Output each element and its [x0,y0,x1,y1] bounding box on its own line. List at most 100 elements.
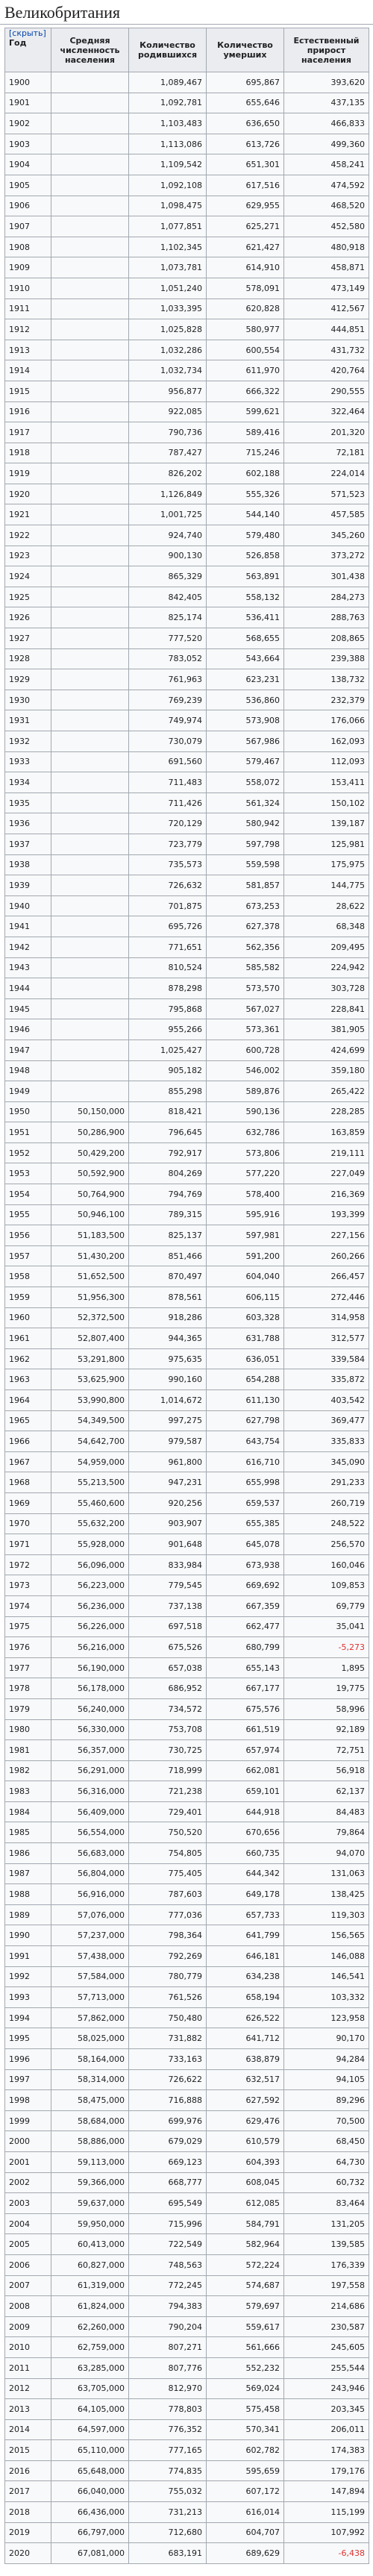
value-cell: 369,477 [283,1410,369,1432]
value-cell: 50,592,900 [51,1163,129,1185]
value-cell: 63,705,000 [51,2378,129,2400]
value-cell: 339,584 [283,1348,369,1370]
value-cell: 625,271 [206,216,284,237]
value-cell: 670,656 [206,1822,284,1844]
year-cell: 1904 [4,154,51,175]
value-cell: 393,620 [283,72,369,93]
value-cell: 345,090 [283,1451,369,1473]
value-cell: 112,093 [283,751,369,773]
value-cell: 58,025,000 [51,2028,129,2049]
year-cell: 1910 [4,277,51,299]
table-row: 1963 53,625,900 990,160 654,288 335,872 [4,1369,369,1390]
value-cell: 675,526 [128,1636,207,1658]
value-cell: 138,425 [283,1883,369,1905]
value-cell: 50,286,900 [51,1122,129,1143]
table-row: 1991 57,438,000 792,269 646,181 146,088 [4,1945,369,1967]
value-cell: 219,111 [283,1142,369,1164]
header-text: Год [9,38,27,48]
value-cell: 573,806 [206,1142,284,1164]
year-cell: 1967 [4,1451,51,1473]
value-cell: 474,592 [283,174,369,196]
value-cell: 695,549 [128,2192,207,2214]
value-cell: 683,191 [128,2542,207,2564]
table-row: 1915 956,877 666,322 290,555 [4,380,369,402]
value-cell: 612,085 [206,2192,284,2214]
value-cell: 457,585 [283,504,369,526]
table-row: 1907 1,077,851 625,271 452,580 [4,216,369,237]
value-cell: 52,807,400 [51,1328,129,1349]
value-cell: 558,072 [206,772,284,793]
hide-link[interactable]: [скрыть] [9,28,46,38]
value-cell: 60,827,000 [51,2254,129,2276]
value-cell [51,875,129,896]
value-cell [51,545,129,567]
value-cell: 636,051 [206,1348,284,1370]
value-cell: 661,519 [206,1719,284,1741]
table-row: 1951 50,286,900 796,645 632,786 163,859 [4,1122,369,1143]
value-cell: 979,587 [128,1431,207,1452]
table-row: 2002 59,366,000 668,777 608,045 60,732 [4,2172,369,2194]
value-cell: 865,329 [128,566,207,587]
value-cell: 61,319,000 [51,2275,129,2297]
value-cell: 59,366,000 [51,2172,129,2194]
table-row: 2003 59,637,000 695,549 612,085 83,464 [4,2192,369,2214]
value-cell: 58,475,000 [51,2089,129,2111]
value-cell: 227,156 [283,1225,369,1246]
year-cell: 1955 [4,1204,51,1226]
value-cell: 56,316,000 [51,1781,129,1802]
header-cell: Естественный прирост населения [283,28,369,72]
value-cell: 689,629 [206,2542,284,2564]
value-cell [51,401,129,423]
table-row: 2018 66,436,000 731,213 616,014 115,199 [4,2501,369,2523]
value-cell: 290,555 [283,380,369,402]
table-row: 2009 62,260,000 790,204 559,617 230,587 [4,2316,369,2338]
value-cell: 150,102 [283,792,369,814]
value-cell: 613,726 [206,133,284,155]
value-cell: 646,181 [206,1945,284,1967]
year-cell: 1957 [4,1245,51,1267]
value-cell: 201,320 [283,422,369,443]
value-cell: 65,648,000 [51,2460,129,2482]
value-cell: 1,092,108 [128,174,207,196]
value-cell: 825,137 [128,1225,207,1246]
value-cell: 115,199 [283,2501,369,2523]
value-cell: 607,172 [206,2480,284,2503]
value-cell: 686,952 [128,1678,207,1699]
value-cell: 206,011 [283,2419,369,2441]
value-cell [51,216,129,237]
table-row: 1981 56,357,000 730,725 657,974 72,751 [4,1739,369,1761]
value-cell: 715,246 [206,442,284,464]
year-cell: 1942 [4,936,51,958]
value-cell: 322,464 [283,401,369,423]
value-cell: 197,558 [283,2275,369,2297]
value-cell: 810,524 [128,957,207,979]
value-cell: 712,680 [128,2522,207,2544]
value-cell: 57,237,000 [51,1925,129,1947]
year-cell: 1996 [4,2048,51,2070]
value-cell: 679,029 [128,2130,207,2152]
value-cell: 792,917 [128,1142,207,1164]
year-cell: 1907 [4,216,51,237]
value-cell: 243,946 [283,2378,369,2400]
value-cell: 608,045 [206,2172,284,2194]
value-cell [51,236,129,258]
value-cell: 1,102,345 [128,236,207,258]
value-cell: 420,764 [283,360,369,381]
table-row: 1906 1,098,475 629,955 468,520 [4,195,369,217]
value-cell: 256,570 [283,1534,369,1555]
year-cell: 1926 [4,607,51,629]
value-cell: 716,888 [128,2089,207,2111]
value-cell: 673,938 [206,1554,284,1576]
table-row: 1919 826,202 602,188 224,014 [4,463,369,484]
value-cell: 60,413,000 [51,2233,129,2255]
table-row: 1950 50,150,000 818,421 590,136 228,285 [4,1101,369,1123]
value-cell: 975,635 [128,1348,207,1370]
value-cell: 787,427 [128,442,207,464]
value-cell: 603,328 [206,1307,284,1329]
value-cell: 610,579 [206,2130,284,2152]
value-cell: 667,359 [206,1595,284,1617]
value-cell: 79,864 [283,1822,369,1844]
year-cell: 1936 [4,813,51,834]
year-cell: 1913 [4,339,51,361]
year-cell: 2010 [4,2336,51,2358]
